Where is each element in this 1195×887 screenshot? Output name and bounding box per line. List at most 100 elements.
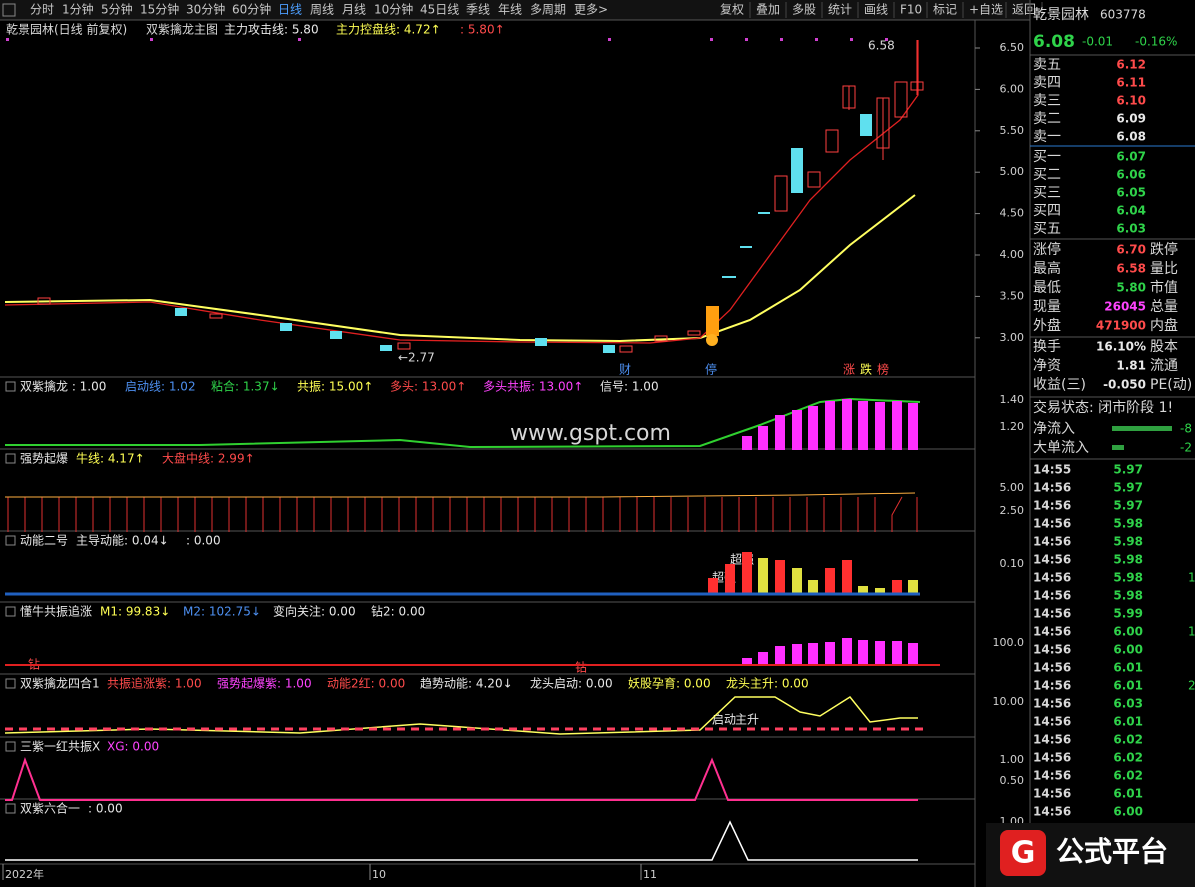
- tool-button[interactable]: F10: [900, 3, 922, 17]
- indicator-bars: [742, 399, 918, 666]
- tick-time: 14:56: [1033, 607, 1071, 621]
- panel-icon[interactable]: [5, 678, 16, 689]
- stock-code: 603778: [1100, 8, 1146, 22]
- event-marker: 涨: [843, 362, 855, 377]
- price-tick-label: 3.00: [1000, 331, 1025, 344]
- tick-price: 5.98: [1113, 571, 1143, 585]
- period-tab[interactable]: 60分钟: [232, 2, 271, 17]
- period-tab[interactable]: 月线: [342, 3, 366, 17]
- tick-price: 6.01: [1113, 679, 1143, 693]
- logo-text: 公式平台: [1056, 835, 1168, 868]
- tick-time: 14:56: [1033, 553, 1071, 567]
- panel-icon[interactable]: [5, 606, 16, 617]
- tool-button[interactable]: +自选: [969, 3, 1003, 17]
- indicator-line: [5, 756, 918, 801]
- stat-label: 换手: [1033, 338, 1061, 355]
- event-marker: 财: [619, 363, 631, 377]
- order-price: 6.08: [1116, 130, 1146, 144]
- period-tab[interactable]: 5分钟: [101, 2, 133, 17]
- tool-button[interactable]: 复权: [720, 3, 744, 17]
- tick-time: 14:56: [1033, 751, 1071, 765]
- indicator-value: 信号: 1.00: [600, 380, 659, 394]
- period-tab[interactable]: 分时: [30, 3, 54, 17]
- stat-label: PE(动): [1150, 377, 1192, 393]
- panel-icon[interactable]: [5, 381, 16, 392]
- indicator-value: 双紫六合一: [20, 801, 80, 816]
- tick-price: 5.97: [1113, 499, 1143, 513]
- stat-value: 1.81: [1116, 359, 1146, 373]
- tool-button[interactable]: 标记: [933, 3, 957, 17]
- order-price: 6.05: [1116, 186, 1146, 200]
- tool-button[interactable]: 多股: [792, 3, 816, 17]
- stock-name: 乾景园林: [1033, 7, 1089, 23]
- indicator-value: : 0.00: [186, 534, 221, 548]
- tool-button[interactable]: 叠加: [756, 3, 780, 17]
- axis-tick-label: 1.00: [1000, 753, 1025, 766]
- period-tab[interactable]: 10分钟: [374, 2, 413, 17]
- tick-time: 14:55: [1033, 463, 1071, 477]
- indicator-value: 共振追涨紫: 1.00: [107, 676, 202, 691]
- flow-bar: [1112, 445, 1124, 450]
- period-tab[interactable]: 30分钟: [186, 2, 225, 17]
- indicator-bars: [708, 552, 902, 594]
- period-tab[interactable]: 季线: [466, 3, 490, 17]
- period-tab[interactable]: 15分钟: [140, 2, 179, 17]
- panel-icon[interactable]: [5, 535, 16, 546]
- panel-icon[interactable]: [5, 803, 16, 814]
- tick-price: 6.02: [1113, 733, 1143, 747]
- stat-label: 市值: [1150, 279, 1178, 296]
- event-marker: 榜: [877, 362, 889, 377]
- order-label: 买二: [1033, 167, 1061, 183]
- period-tab[interactable]: 年线: [498, 3, 522, 17]
- flow-value: -8: [1180, 422, 1192, 436]
- order-price: 6.12: [1116, 58, 1146, 72]
- tick-price: 5.98: [1113, 553, 1143, 567]
- tick-time: 14:56: [1033, 481, 1071, 495]
- indicator-value: M2: 102.75↓: [183, 605, 261, 619]
- indicator-line: [4, 696, 918, 735]
- change: -0.01: [1082, 35, 1113, 49]
- tick-price: 5.98: [1113, 589, 1143, 603]
- tick-time: 14:56: [1033, 589, 1071, 603]
- stat-label: 股本: [1150, 339, 1178, 355]
- indicator-value: 共振: 15.00↑: [297, 380, 373, 394]
- toolbar-icon[interactable]: [2, 3, 16, 17]
- stat-label: 净资: [1033, 358, 1061, 374]
- tick-volume: 1: [1188, 571, 1195, 585]
- indicator-name: 双紫擒龙主图: [146, 22, 218, 37]
- indicator-value: 三紫一红共振X: [20, 739, 100, 754]
- period-tab[interactable]: 周线: [310, 3, 334, 17]
- tool-button[interactable]: 统计: [828, 3, 852, 17]
- order-label: 买五: [1033, 221, 1061, 237]
- tick-volume: 1: [1188, 625, 1195, 639]
- tick-price: 6.02: [1113, 769, 1143, 783]
- period-tab[interactable]: 更多>: [574, 3, 608, 17]
- tick-price: 5.97: [1113, 481, 1143, 495]
- panel-icon[interactable]: [5, 741, 16, 752]
- panel-icon[interactable]: [5, 453, 16, 464]
- x-tick-label: 10: [372, 868, 386, 881]
- price-tick-label: 4.00: [1000, 248, 1025, 261]
- tick-price: 6.01: [1113, 661, 1143, 675]
- stat-value: 16.10%: [1096, 340, 1146, 354]
- high-label: 6.58: [868, 39, 895, 53]
- axis-tick-label: 5.00: [1000, 481, 1025, 494]
- indicator-value: 多头共振: 13.00↑: [483, 380, 583, 394]
- period-tab[interactable]: 多周期: [530, 3, 566, 17]
- price-tick-label: 5.00: [1000, 165, 1025, 178]
- event-marker: 停: [705, 362, 717, 377]
- event-marker: 跌: [860, 362, 872, 377]
- indicator-value: 牛线: 4.17↑: [76, 451, 145, 466]
- indicator-value: 启动线: 1.02: [125, 380, 196, 394]
- tool-button[interactable]: 画线: [864, 3, 888, 17]
- period-tab[interactable]: 日线: [278, 3, 302, 17]
- order-price: 6.06: [1116, 168, 1146, 182]
- period-tab[interactable]: 45日线: [420, 3, 459, 17]
- period-tab[interactable]: 1分钟: [62, 2, 94, 17]
- price-tick-label: 6.50: [1000, 41, 1025, 54]
- indicator-value: 双紫擒龙 : 1.00: [20, 379, 106, 394]
- indicator-value: 懂牛共振追涨: [20, 604, 92, 619]
- indicator-line: [5, 492, 916, 498]
- stat-label: 量比: [1150, 261, 1178, 277]
